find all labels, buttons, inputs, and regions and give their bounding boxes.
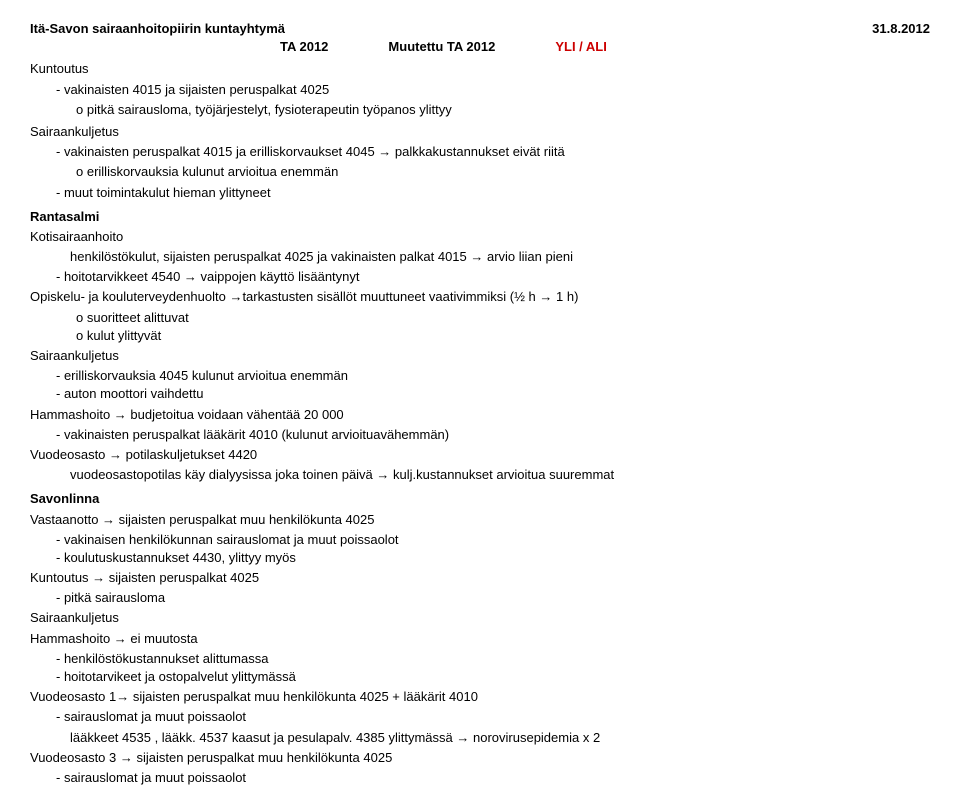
list-item: hoitotarvikeet ja ostopalvelut ylittymäs…	[70, 668, 930, 686]
sk-title3: Sairaankuljetus	[30, 609, 930, 627]
header-columns: TA 2012 Muutettu TA 2012 YLI / ALI	[280, 38, 930, 56]
koti-line: henkilöstökulut, sijaisten peruspalkat 4…	[30, 248, 930, 266]
v3-list: sairauslomat ja muut poissaolot	[30, 769, 930, 787]
sk-list: vakinaisten peruspalkat 4015 ja erillisk…	[30, 143, 930, 161]
list-item: sairauslomat ja muut poissaolot	[70, 708, 930, 726]
vas-list: vakinaisen henkilökunnan sairauslomat ja…	[30, 531, 930, 567]
sk-sublist: erilliskorvauksia kulunut arvioitua enem…	[30, 163, 930, 181]
savonlinna-section: Savonlinna Vastaanotto → sijaisten perus…	[30, 490, 930, 787]
list-item: vakinaisten peruspalkat lääkärit 4010 (k…	[70, 426, 930, 444]
list-item: pitkä sairausloma, työjärjestelyt, fysio…	[90, 101, 930, 119]
header-left: Itä-Savon sairaanhoitopiirin kuntayhtymä	[30, 20, 285, 38]
list-item: kulut ylittyvät	[90, 327, 930, 345]
list-item: henkilöstökustannukset alittumassa	[70, 650, 930, 668]
list-item: erilliskorvauksia 4045 kulunut arvioitua…	[70, 367, 930, 385]
opiskelu-sublist: suoritteet alittuvat kulut ylittyvät	[30, 309, 930, 345]
list-item: suoritteet alittuvat	[90, 309, 930, 327]
col-yliali: YLI / ALI	[555, 38, 607, 56]
list-item: sairauslomat ja muut poissaolot	[70, 769, 930, 787]
vastaanotto-line: Vastaanotto → sijaisten peruspalkat muu …	[30, 511, 930, 529]
kuntoutus-sublist: pitkä sairausloma, työjärjestelyt, fysio…	[30, 101, 930, 119]
kuntoutus-list: vakinaisten 4015 ja sijaisten peruspalka…	[30, 81, 930, 99]
sk-title2: Sairaankuljetus	[30, 347, 930, 365]
page-header: Itä-Savon sairaanhoitopiirin kuntayhtymä…	[30, 20, 930, 38]
vuodeosasto-sub: vuodeosastopotilas käy dialyysissa joka …	[30, 466, 930, 484]
list-item: pitkä sairausloma	[70, 589, 930, 607]
ham2-list: henkilöstökustannukset alittumassa hoito…	[30, 650, 930, 686]
list-item: muut toimintakulut hieman ylittyneet	[70, 184, 930, 202]
kun-list: pitkä sairausloma	[30, 589, 930, 607]
savonlinna-title: Savonlinna	[30, 490, 930, 508]
kuntoutus2-line: Kuntoutus → sijaisten peruspalkat 4025	[30, 569, 930, 587]
hammashoito-line: Hammashoito → budjetoitua voidaan vähent…	[30, 406, 930, 424]
vuodeosasto3-line: Vuodeosasto 3 → sijaisten peruspalkat mu…	[30, 749, 930, 767]
rantasalmi-section: Rantasalmi Kotisairaanhoito henkilöstöku…	[30, 208, 930, 485]
col-muutettu: Muutettu TA 2012	[388, 38, 495, 56]
sk-list3: erilliskorvauksia 4045 kulunut arvioitua…	[30, 367, 930, 403]
list-item: hoitotarvikkeet 4540 → vaippojen käyttö …	[70, 268, 930, 286]
list-item: koulutuskustannukset 4430, ylittyy myös	[70, 549, 930, 567]
header-date: 31.8.2012	[872, 20, 930, 38]
sk-list2: muut toimintakulut hieman ylittyneet	[30, 184, 930, 202]
col-ta2012: TA 2012	[280, 38, 328, 56]
opiskelu-line: Opiskelu- ja kouluterveydenhuolto →tarka…	[30, 288, 930, 306]
koti-list: hoitotarvikkeet 4540 → vaippojen käyttö …	[30, 268, 930, 286]
list-item: vakinaisen henkilökunnan sairauslomat ja…	[70, 531, 930, 549]
rantasalmi-title: Rantasalmi	[30, 208, 930, 226]
sairaankuljetus-section: Sairaankuljetus vakinaisten peruspalkat …	[30, 123, 930, 202]
v1-list: sairauslomat ja muut poissaolot	[30, 708, 930, 726]
list-item: vakinaisten 4015 ja sijaisten peruspalka…	[70, 81, 930, 99]
list-item: erilliskorvauksia kulunut arvioitua enem…	[90, 163, 930, 181]
vuodeosasto-line: Vuodeosasto → potilaskuljetukset 4420	[30, 446, 930, 464]
sk-title: Sairaankuljetus	[30, 123, 930, 141]
kotisairaanhoito-title: Kotisairaanhoito	[30, 228, 930, 246]
kuntoutus-section: Kuntoutus vakinaisten 4015 ja sijaisten …	[30, 60, 930, 119]
kuntoutus-title: Kuntoutus	[30, 60, 930, 78]
list-item: auton moottori vaihdettu	[70, 385, 930, 403]
v1b-line: lääkkeet 4535 , lääkk. 4537 kaasut ja pe…	[30, 729, 930, 747]
list-item: vakinaisten peruspalkat 4015 ja erillisk…	[70, 143, 930, 161]
ham2-line: Hammashoito → ei muutosta	[30, 630, 930, 648]
ham-list: vakinaisten peruspalkat lääkärit 4010 (k…	[30, 426, 930, 444]
vuodeosasto1-line: Vuodeosasto 1→ sijaisten peruspalkat muu…	[30, 688, 930, 706]
